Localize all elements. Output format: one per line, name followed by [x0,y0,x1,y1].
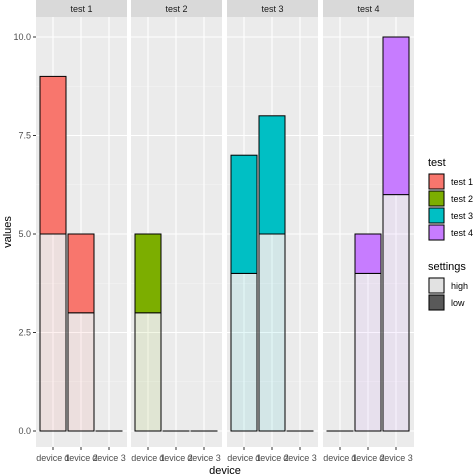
legend-label-4: test 4 [451,228,473,238]
bar-high [134,312,162,432]
x-tick-label: device 2 [351,453,385,463]
facet-strip-label: test 3 [261,4,283,14]
facet-strip-label: test 1 [70,4,92,14]
x-tick-label: device 3 [283,453,317,463]
facet-strip [227,0,318,17]
x-axis-title: device [209,465,241,476]
x-tick-label: device 1 [36,453,70,463]
legend-key-4 [428,224,445,241]
y-axis: 0.0 2.5 5.0 7.5 10.0 [13,32,36,436]
y-tick-label: 5.0 [18,229,31,239]
x-tick-label: device 2 [255,453,289,463]
facet-strip [131,0,222,17]
legend-label-2: test 2 [451,194,473,204]
x-tick-label: device 3 [92,453,126,463]
bar-low [134,233,162,314]
y-tick-label: 2.5 [18,328,31,338]
facet-strip [323,0,414,17]
legend-settings-key-1 [428,277,445,294]
x-tick-label: device 1 [131,453,165,463]
x-tick-label: device 1 [227,453,261,463]
x-tick-label: device 3 [379,453,413,463]
legend-test-title: test [428,157,446,169]
legend-label-1: test 1 [451,177,473,187]
bar-low [354,233,382,274]
x-tick-label: device 2 [159,453,193,463]
y-tick-label: 10.0 [13,32,31,42]
legend-test: test test 1 test 2 test 3 test 4 [428,157,473,241]
legend-settings-title: settings [428,261,466,273]
bar-low [39,75,67,235]
x-tick-label: device 3 [187,453,221,463]
bar-low [67,233,95,314]
y-tick-label: 0.0 [18,426,31,436]
legend-label-3: test 3 [451,211,473,221]
facet-strip [36,0,127,17]
bar-high [39,233,67,432]
facet-strip-label: test 2 [165,4,187,14]
legend-settings: settings high low [428,261,468,311]
bar-high [354,272,382,432]
x-tick-label: device 2 [64,453,98,463]
legend-key-1 [428,173,445,190]
y-axis-title: values [2,216,14,248]
bar-low [382,36,410,196]
legend-settings-label-2: low [451,298,465,308]
bar-high [258,233,286,432]
y-tick-label: 7.5 [18,131,31,141]
legend-key-3 [428,207,445,224]
bar-low [258,115,286,235]
bar-low [230,154,258,274]
legend-key-bg [428,277,445,294]
x-tick-label: device 1 [323,453,357,463]
bar-high [382,194,410,432]
facet-strip-label: test 4 [357,4,379,14]
bar-high [67,312,95,432]
legend-settings-label-1: high [451,281,468,291]
bar-high [230,272,258,432]
legend-key-2 [428,190,445,207]
legend-settings-key-2 [428,294,445,311]
